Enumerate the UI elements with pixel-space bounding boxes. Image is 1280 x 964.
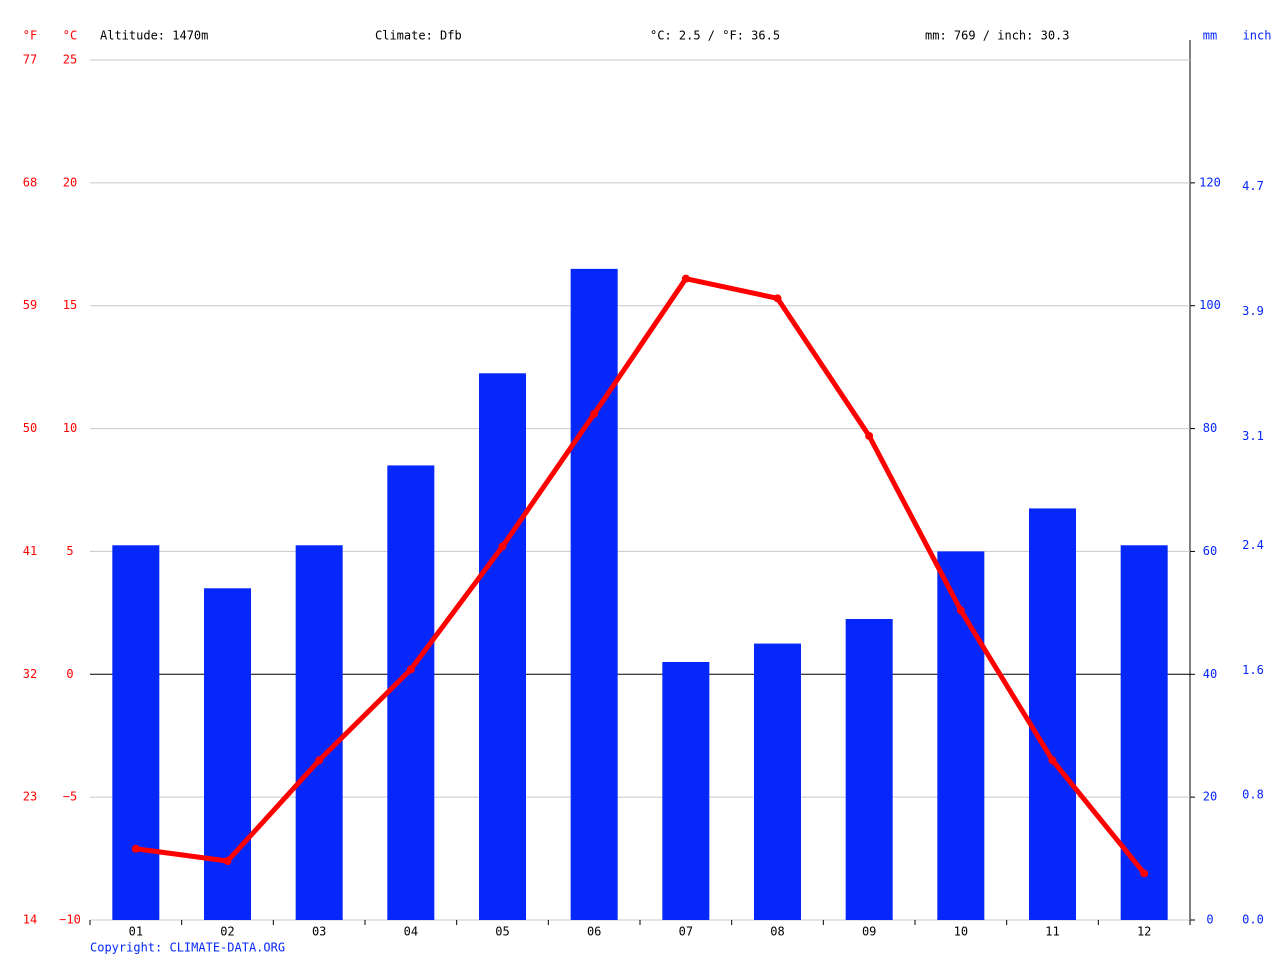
x-tick-label: 12	[1137, 925, 1151, 939]
yf-tick-label: 68	[23, 175, 37, 189]
yf-tick-label: 41	[23, 544, 37, 558]
y2-tick-label: 80	[1203, 421, 1217, 435]
x-tick-label: 06	[587, 925, 601, 939]
precipitation-bar	[570, 268, 618, 920]
x-tick-label: 04	[404, 925, 418, 939]
x-tick-label: 10	[954, 925, 968, 939]
temperature-point	[406, 665, 415, 674]
x-tick-label: 08	[770, 925, 784, 939]
y-tick-label: 5	[66, 544, 73, 558]
yf-tick-label: 14	[23, 913, 37, 927]
x-tick-label: 03	[312, 925, 326, 939]
precipitation-bar	[845, 619, 893, 920]
y-tick-label: 15	[63, 298, 77, 312]
y2-tick-label: 20	[1203, 790, 1217, 804]
copyright: Copyright: CLIMATE-DATA.ORG	[90, 941, 285, 955]
x-tick-label: 11	[1045, 925, 1059, 939]
temperature-point	[773, 294, 782, 303]
y-tick-label: 25	[63, 53, 77, 67]
temperature-point	[590, 409, 599, 418]
mean-temperature: °C: 2.5 / °F: 36.5	[650, 29, 780, 43]
mm-axis-label: mm	[1203, 29, 1217, 43]
temperature-point	[1048, 756, 1057, 765]
y3-tick-label: 3.1	[1242, 429, 1264, 443]
y-tick-label: 20	[63, 175, 77, 189]
precipitation-bar	[1029, 508, 1076, 920]
inch-axis-label: inch	[1243, 29, 1272, 43]
y3-tick-label: 1.6	[1242, 663, 1264, 677]
climate: Climate: Dfb	[375, 29, 462, 43]
precipitation-bar	[1120, 545, 1168, 920]
y3-tick-label: 0.0	[1242, 913, 1264, 927]
yf-tick-label: 50	[23, 421, 37, 435]
temperature-point	[223, 857, 232, 866]
y2-tick-label: 40	[1203, 667, 1217, 681]
y3-tick-label: 0.8	[1242, 788, 1264, 802]
fahrenheit-axis-label: °F	[23, 29, 37, 43]
precipitation-bar	[662, 662, 710, 920]
x-tick-label: 09	[862, 925, 876, 939]
temperature-point	[681, 274, 690, 283]
x-tick-label: 07	[679, 925, 693, 939]
y-tick-label: −5	[63, 790, 77, 804]
y3-tick-label: 2.4	[1242, 538, 1264, 552]
temperature-point	[131, 844, 140, 853]
precipitation-bar	[204, 588, 251, 920]
precipitation-bar	[112, 545, 160, 920]
altitude: Altitude: 1470m	[100, 29, 208, 43]
temperature-point	[498, 542, 507, 551]
y3-tick-label: 4.7	[1242, 179, 1264, 193]
y2-tick-label: 0	[1206, 913, 1213, 927]
y2-tick-label: 100	[1199, 298, 1221, 312]
y2-tick-label: 60	[1203, 544, 1217, 558]
yf-tick-label: 32	[23, 667, 37, 681]
y-tick-label: −10	[59, 913, 81, 927]
precipitation-bar	[754, 643, 801, 920]
precipitation-bar	[479, 373, 526, 920]
precipitation-bar	[295, 545, 343, 920]
yf-tick-label: 23	[23, 790, 37, 804]
yf-tick-label: 77	[23, 53, 37, 67]
temperature-point	[956, 606, 965, 615]
annual-precipitation: mm: 769 / inch: 30.3	[925, 29, 1070, 43]
x-tick-label: 02	[220, 925, 234, 939]
celsius-axis-label: °C	[63, 29, 77, 43]
yf-tick-label: 59	[23, 298, 37, 312]
x-tick-label: 01	[129, 925, 143, 939]
y2-tick-label: 120	[1199, 175, 1221, 189]
y-tick-label: 10	[63, 421, 77, 435]
temperature-point	[1140, 869, 1149, 878]
x-tick-label: 05	[495, 925, 509, 939]
y3-tick-label: 3.9	[1242, 304, 1264, 318]
y-tick-label: 0	[66, 667, 73, 681]
temperature-point	[315, 756, 324, 765]
temperature-point	[865, 431, 874, 440]
temperature-line	[135, 276, 1147, 875]
precipitation-bar	[387, 465, 435, 920]
